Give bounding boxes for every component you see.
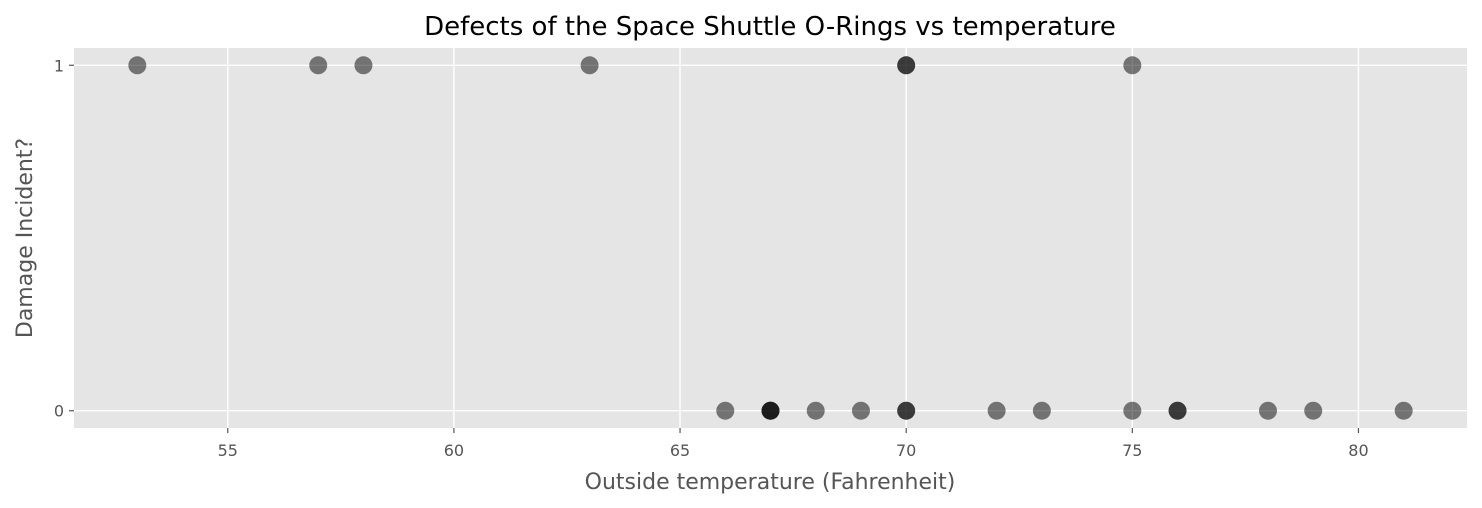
x-tick-label: 60 <box>444 441 464 460</box>
data-point <box>716 401 735 420</box>
data-point <box>806 401 825 420</box>
chart-title: Defects of the Space Shuttle O-Rings vs … <box>424 12 1116 42</box>
x-tick-label: 65 <box>670 441 690 460</box>
data-point <box>1259 401 1277 420</box>
data-point <box>851 401 870 420</box>
axis-ticks: 55 60 65 70 75 80 0 1 <box>54 56 1369 460</box>
data-point <box>761 401 780 420</box>
data-point <box>897 56 916 75</box>
data-point <box>309 56 328 75</box>
y-tick-label: 1 <box>54 56 64 75</box>
x-tick-label: 70 <box>896 441 916 460</box>
data-point <box>897 401 916 420</box>
data-points <box>128 56 1413 420</box>
data-point <box>1394 401 1413 420</box>
data-point <box>354 56 373 75</box>
x-axis-label: Outside temperature (Fahrenheit) <box>585 470 956 495</box>
data-point <box>1123 56 1142 75</box>
y-tick-label: 0 <box>54 402 64 421</box>
y-axis-label: Damage Incident? <box>13 138 38 338</box>
data-point <box>1304 401 1323 420</box>
x-tick-label: 80 <box>1348 441 1368 460</box>
plot-area <box>74 48 1467 428</box>
data-point <box>987 401 1006 420</box>
data-point <box>1168 401 1187 420</box>
data-point <box>128 56 147 75</box>
data-point <box>1123 401 1142 420</box>
data-point <box>580 56 599 75</box>
data-point <box>1032 401 1051 420</box>
x-tick-label: 75 <box>1122 441 1142 460</box>
x-tick-label: 55 <box>218 441 238 460</box>
